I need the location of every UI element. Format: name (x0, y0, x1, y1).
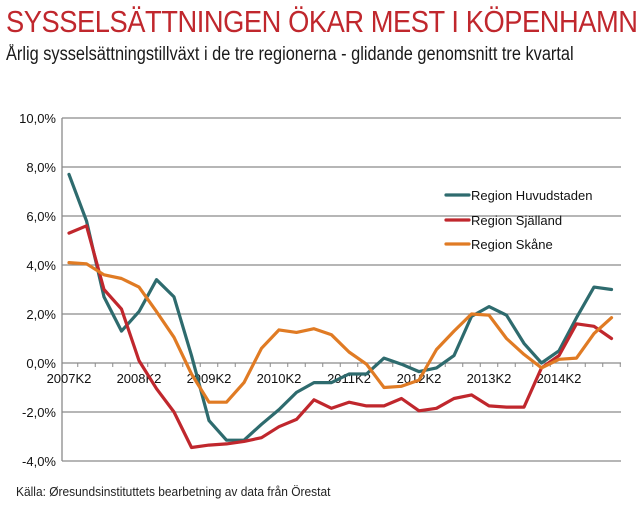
legend-label: Region Skåne (471, 237, 553, 252)
gridlines (62, 117, 621, 462)
x-tick-label: 2007K2 (47, 371, 92, 386)
y-axis: 10,0% 8,0% 6,0% 4,0% 2,0% 0,0% -2,0% -4,0% (19, 111, 63, 469)
chart-title: SYSSELSÄTTNINGEN ÖKAR MEST I KÖPENHAMN (6, 4, 638, 39)
series-line-region-skåne (67, 261, 614, 404)
series-line-region-själland (67, 224, 614, 450)
series-line-region-huvudstaden (67, 172, 614, 442)
legend-label: Region Själland (471, 213, 562, 228)
y-tick-label: 10,0% (19, 111, 56, 126)
y-tick-label: 0,0% (26, 356, 56, 371)
y-tick-label: 6,0% (26, 209, 56, 224)
y-tick-label: 4,0% (26, 258, 56, 273)
y-tick-label: 8,0% (26, 160, 56, 175)
legend-label: Region Huvudstaden (471, 188, 592, 203)
y-tick-label: 2,0% (26, 307, 56, 322)
x-tick-label: 2013K2 (467, 371, 512, 386)
y-tick-label: -2,0% (22, 405, 56, 420)
source-note: Källa: Øresundsinstituttets bearbetning … (16, 484, 331, 499)
chart-subtitle: Årlig sysselsättningstillväxt i de tre r… (6, 44, 574, 65)
x-tick-label: 2010K2 (257, 371, 302, 386)
x-tick-label: 2008K2 (117, 371, 162, 386)
legend: Region Huvudstaden Region Själland Region … (444, 188, 592, 252)
x-tick-label: 2014K2 (537, 371, 582, 386)
series-lines (67, 172, 614, 450)
y-tick-label: -4,0% (22, 454, 56, 469)
